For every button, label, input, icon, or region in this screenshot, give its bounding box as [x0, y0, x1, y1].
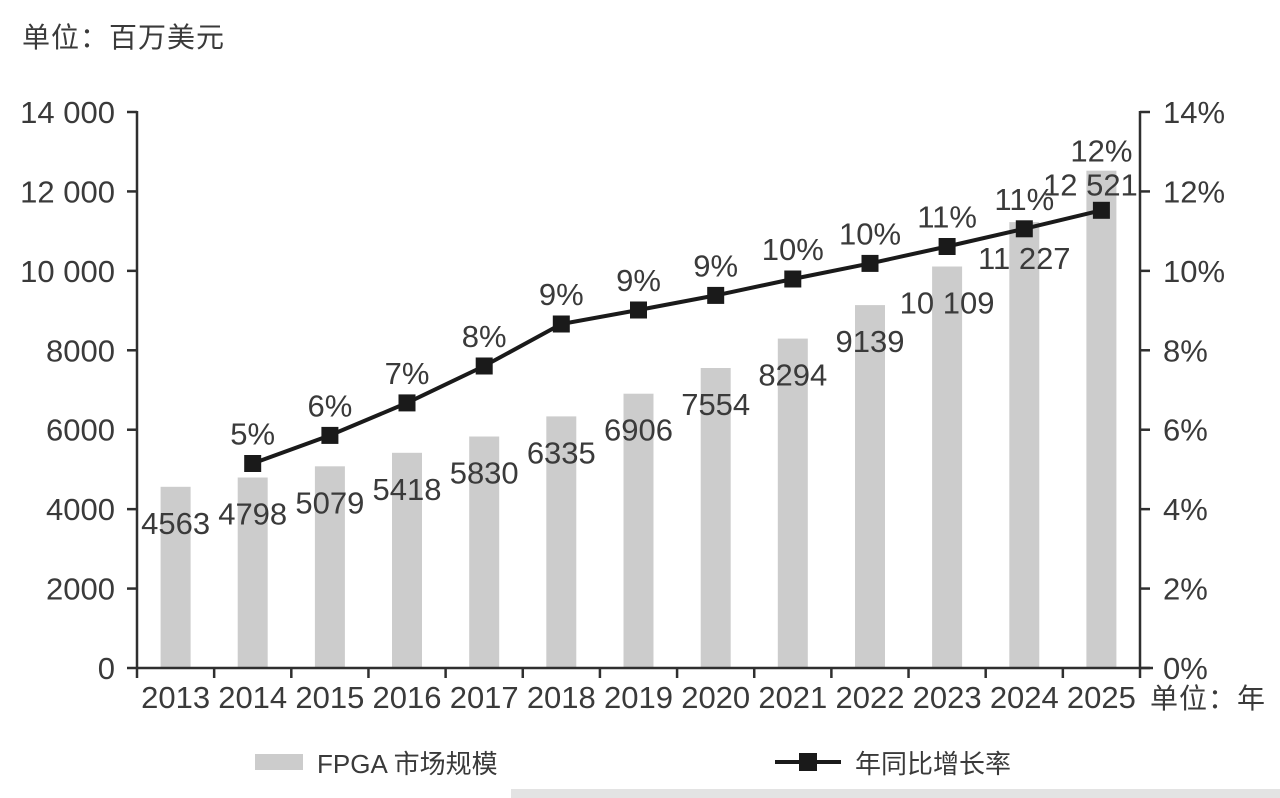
y-tick-label-left: 8000 [46, 333, 115, 368]
growth-line [252, 208, 1102, 466]
growth-pct-label: 8% [462, 319, 507, 354]
year-label: 2025 [1067, 680, 1136, 715]
bar-value-label: 9139 [836, 324, 905, 359]
year-label: 2015 [295, 680, 364, 715]
line-legend-swatch-icon [775, 753, 841, 771]
bar-value-label: 5418 [373, 472, 442, 507]
y-tick-label-right: 12% [1163, 174, 1225, 209]
growth-marker-2019 [630, 301, 647, 319]
growth-pct-label: 6% [307, 388, 352, 423]
bar-2024 [1009, 222, 1040, 668]
y-tick-label-right: 4% [1163, 492, 1208, 527]
year-label: 2016 [373, 680, 442, 715]
bar-2017 [469, 436, 500, 668]
bar-2018 [546, 416, 577, 668]
bar-2022 [855, 305, 885, 668]
growth-pct-label: 12% [1070, 133, 1132, 168]
legend-label-growth-rate: 年同比增长率 [855, 748, 1012, 779]
growth-pct-label: 11% [994, 182, 1054, 217]
growth-pct-label: 10% [839, 216, 901, 251]
growth-pct-label: 10% [762, 232, 824, 267]
growth-marker-2016 [398, 394, 416, 412]
year-label: 2021 [758, 680, 827, 715]
bar-2016 [392, 452, 422, 668]
growth-marker-2022 [861, 254, 879, 272]
bar-legend-swatch-icon [255, 754, 303, 770]
growth-marker-2025 [1092, 201, 1110, 219]
legend-item-market-size: FPGA 市场规模 [255, 744, 498, 780]
growth-pct-label: 9% [616, 263, 661, 298]
growth-marker-2017 [475, 357, 493, 375]
bar-value-label: 7554 [681, 387, 750, 422]
year-label: 2024 [990, 680, 1059, 715]
bar-2019 [623, 393, 654, 668]
y-tick-label-right: 2% [1163, 572, 1208, 607]
x-axis-unit-label: 单位：年 [1150, 683, 1266, 714]
cropped-element-strip [511, 789, 1280, 798]
y-tick-label-left: 4000 [46, 492, 115, 527]
growth-pct-label: 5% [230, 417, 275, 452]
chart-unit-title: 单位：百万美元 [22, 22, 226, 53]
bar-value-label: 4798 [218, 497, 287, 532]
year-label: 2023 [913, 680, 982, 715]
y-tick-label-left: 14 000 [20, 95, 115, 130]
year-label: 2022 [836, 680, 905, 715]
bar-value-label: 6335 [527, 435, 596, 470]
y-tick-label-right: 14% [1163, 95, 1225, 130]
growth-pct-label: 9% [693, 248, 738, 283]
growth-marker-2021 [784, 270, 802, 288]
year-label: 2020 [681, 680, 750, 715]
year-label: 2013 [141, 680, 210, 715]
y-tick-label-left: 12 000 [20, 174, 115, 209]
y-tick-label-left: 2000 [46, 572, 115, 607]
bar-2014 [237, 477, 268, 668]
growth-pct-label: 9% [539, 277, 584, 312]
y-tick-label-right: 6% [1163, 413, 1208, 448]
year-label: 2018 [527, 680, 596, 715]
line-legend-square-marker [799, 753, 817, 771]
bar-2025 [1086, 170, 1117, 668]
growth-marker-2020 [707, 286, 725, 304]
bar-2023 [932, 266, 963, 668]
legend-item-growth-rate: 年同比增长率 [775, 744, 1011, 780]
y-tick-label-left: 6000 [46, 413, 115, 448]
growth-pct-label: 11% [917, 200, 977, 235]
bar-2020 [700, 368, 731, 668]
year-label: 2019 [604, 680, 673, 715]
growth-marker-2024 [1015, 220, 1033, 238]
year-label: 2017 [450, 680, 519, 715]
bar-value-label: 11 227 [978, 241, 1071, 276]
bar-value-label: 5079 [295, 485, 364, 520]
growth-marker-2015 [321, 426, 339, 444]
year-label: 2014 [218, 680, 287, 715]
bar-2021 [777, 338, 808, 668]
growth-marker-2018 [552, 315, 570, 333]
bar-value-label: 6906 [604, 413, 673, 448]
growth-marker-2014 [244, 455, 262, 472]
y-tick-label-right: 10% [1163, 254, 1225, 289]
y-tick-label-right: 8% [1163, 333, 1208, 368]
y-tick-label-left: 10 000 [20, 254, 115, 289]
legend: FPGA 市场规模 年同比增长率 [0, 744, 1280, 784]
y-tick-label-left: 0 [98, 651, 115, 686]
bar-value-label: 10 109 [900, 286, 995, 321]
y-tick-label-right: 0% [1163, 651, 1208, 686]
bar-value-label: 4563 [141, 506, 210, 541]
legend-label-market-size: FPGA 市场规模 [317, 748, 498, 779]
growth-marker-2023 [938, 238, 956, 255]
bar-2015 [314, 466, 345, 668]
bar-value-label: 5830 [450, 456, 519, 491]
bar-2013 [160, 486, 191, 668]
bar-value-label: 12 521 [1043, 168, 1138, 203]
growth-pct-label: 7% [385, 356, 430, 391]
bar-value-label: 8294 [758, 358, 827, 393]
